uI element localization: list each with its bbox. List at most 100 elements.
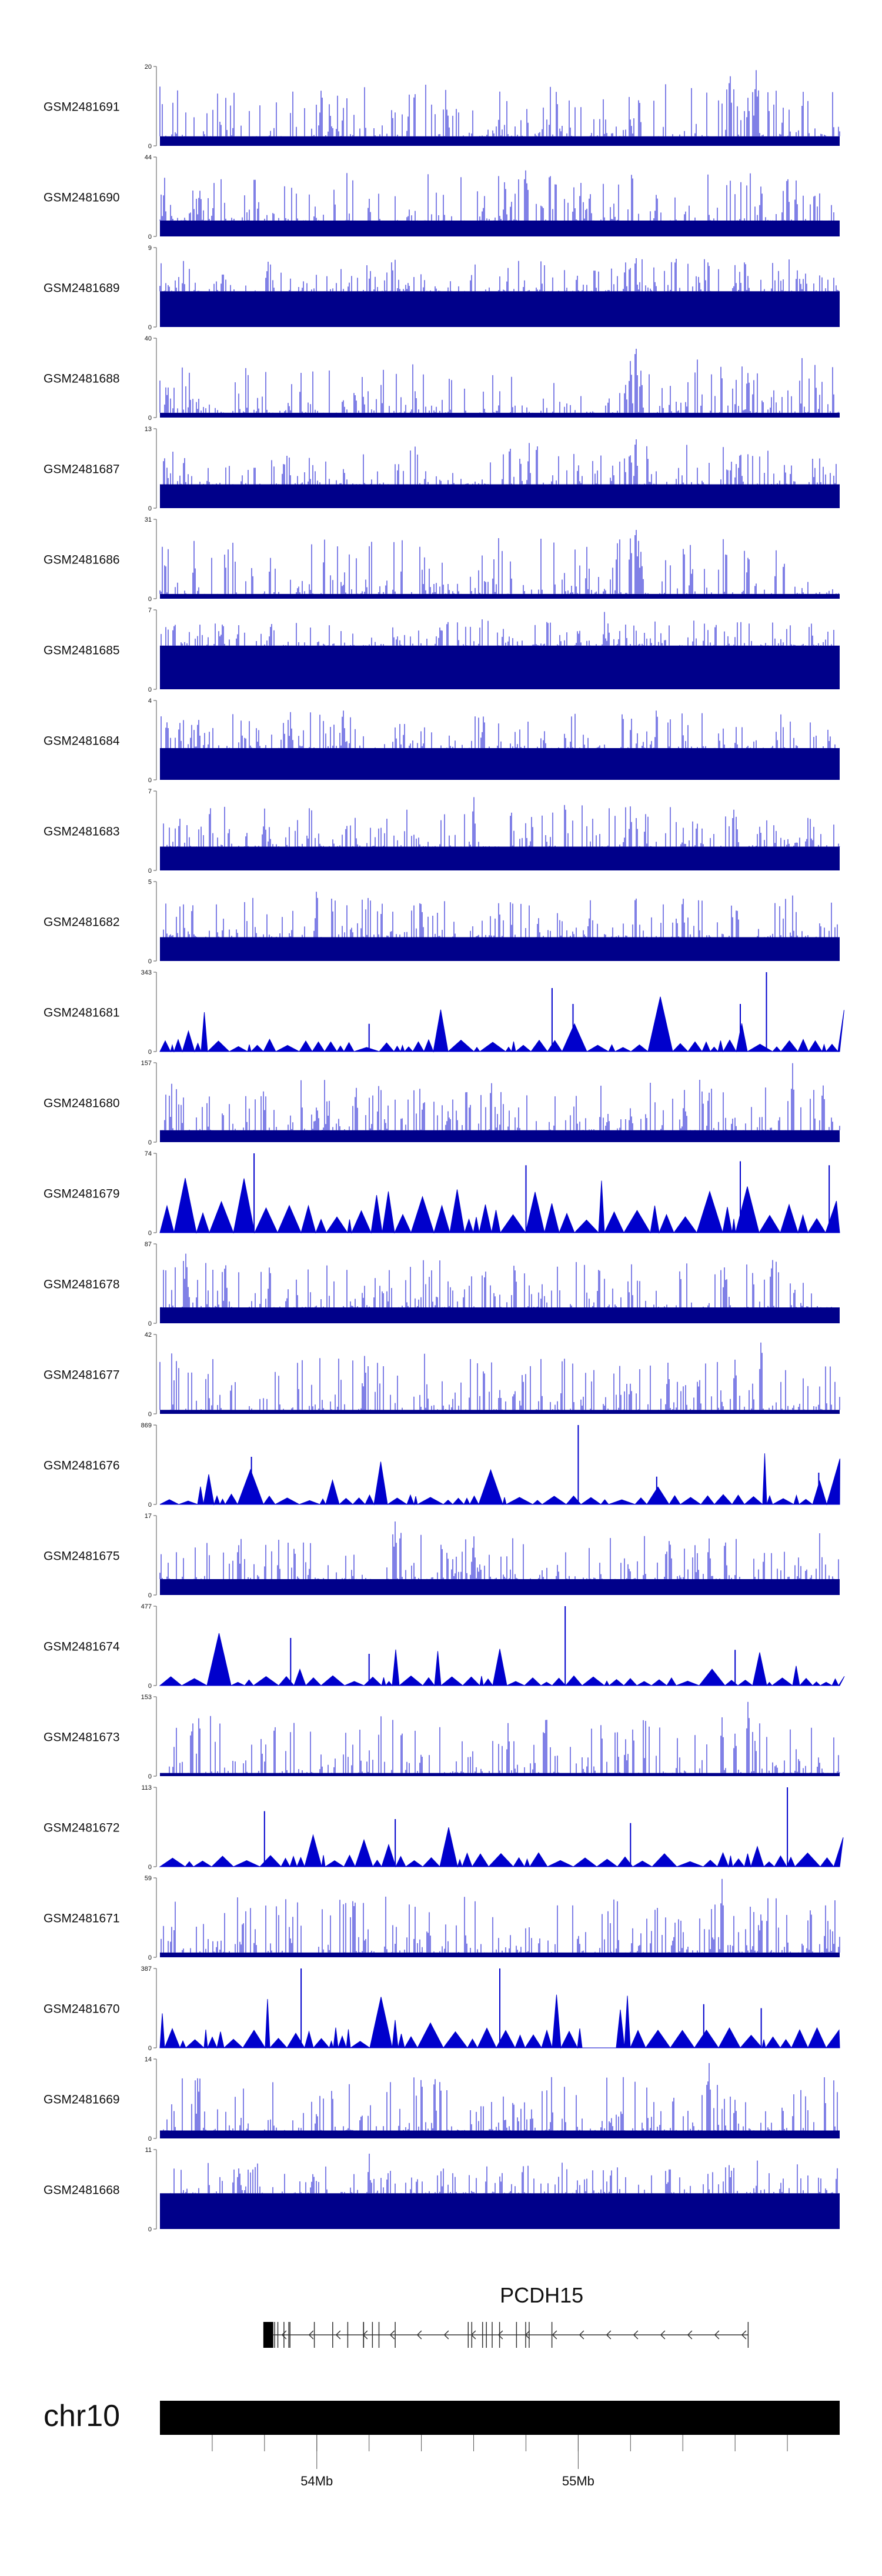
coverage-band bbox=[160, 748, 840, 780]
coverage-band bbox=[160, 291, 840, 327]
track-GSM2481669: GSM2481669 14 0 bbox=[44, 2056, 840, 2143]
track-GSM2481688: GSM2481688 40 0 bbox=[44, 335, 840, 422]
y-tick-label-max: 74 bbox=[145, 1150, 152, 1157]
chromosome-bar bbox=[160, 2401, 840, 2435]
y-tick-label-max: 31 bbox=[145, 516, 152, 523]
track-GSM2481674: GSM2481674 477 0 bbox=[44, 1603, 845, 1690]
peak-lines bbox=[253, 1153, 830, 1233]
coverage-band bbox=[160, 1773, 840, 1776]
coverage-area bbox=[159, 1177, 840, 1234]
y-tick-label-zero: 0 bbox=[148, 415, 152, 422]
track-label: GSM2481685 bbox=[44, 644, 120, 658]
coverage-band bbox=[160, 1579, 840, 1595]
coverage-bars bbox=[161, 1253, 832, 1307]
coverage-band bbox=[160, 221, 840, 236]
track-label: GSM2481691 bbox=[44, 101, 120, 114]
track-GSM2481682: GSM2481682 5 0 bbox=[44, 879, 840, 965]
track-label: GSM2481689 bbox=[44, 282, 120, 295]
y-tick-label-max: 59 bbox=[145, 1875, 152, 1882]
coverage-bars bbox=[159, 530, 839, 594]
track-GSM2481684: GSM2481684 4 0 bbox=[44, 698, 840, 784]
track-label: GSM2481673 bbox=[44, 1731, 120, 1744]
y-tick-label-zero: 0 bbox=[148, 2226, 152, 2233]
y-tick-label-max: 14 bbox=[145, 2056, 152, 2063]
track-label: GSM2481680 bbox=[44, 1097, 120, 1110]
peak-lines bbox=[300, 1968, 762, 2048]
coverage-band bbox=[160, 1130, 840, 1142]
y-tick-label-max: 17 bbox=[145, 1513, 152, 1520]
track-label: GSM2481681 bbox=[44, 1006, 120, 1020]
gene-exon-block bbox=[263, 2322, 273, 2348]
coverage-bars bbox=[161, 1878, 840, 1953]
track-GSM2481686: GSM2481686 31 0 bbox=[44, 516, 840, 603]
track-GSM2481673: GSM2481673 153 0 bbox=[44, 1694, 840, 1780]
coverage-bars bbox=[159, 439, 837, 485]
track-GSM2481691: GSM2481691 20 0 bbox=[44, 64, 840, 150]
gene-track: PCDH15 bbox=[263, 2283, 749, 2348]
coverage-bars bbox=[159, 258, 839, 292]
y-tick-label-zero: 0 bbox=[148, 2135, 152, 2143]
track-label: GSM2481686 bbox=[44, 553, 120, 567]
track-label: GSM2481678 bbox=[44, 1278, 120, 1292]
y-tick-label-max: 20 bbox=[145, 64, 152, 71]
y-tick-label-max: 477 bbox=[141, 1603, 152, 1610]
gene-name: PCDH15 bbox=[500, 2283, 583, 2307]
y-tick-label-max: 7 bbox=[148, 788, 152, 795]
track-GSM2481676: GSM2481676 869 0 bbox=[44, 1422, 840, 1509]
chromosome-label: chr10 bbox=[44, 2399, 120, 2433]
track-label: GSM2481690 bbox=[44, 191, 120, 205]
y-tick-label-zero: 0 bbox=[148, 1773, 152, 1780]
y-tick-label-zero: 0 bbox=[148, 686, 152, 693]
coverage-area bbox=[159, 1633, 845, 1687]
coverage-area bbox=[159, 1827, 844, 1868]
coverage-band bbox=[160, 2130, 840, 2138]
y-tick-label-max: 13 bbox=[145, 426, 152, 433]
y-tick-label-zero: 0 bbox=[148, 596, 152, 603]
track-GSM2481677: GSM2481677 42 0 bbox=[44, 1332, 840, 1418]
coverage-bars bbox=[159, 170, 834, 221]
y-tick-label-zero: 0 bbox=[148, 324, 152, 331]
track-label: GSM2481679 bbox=[44, 1187, 120, 1201]
track-label: GSM2481683 bbox=[44, 825, 120, 839]
coverage-band bbox=[160, 846, 840, 870]
coverage-bars bbox=[159, 1342, 840, 1410]
coverage-band bbox=[160, 1952, 840, 1957]
y-tick-label-max: 869 bbox=[141, 1422, 152, 1429]
y-tick-label-zero: 0 bbox=[148, 1411, 152, 1418]
y-tick-label-max: 40 bbox=[145, 335, 152, 342]
y-tick-label-zero: 0 bbox=[148, 233, 152, 241]
y-tick-label-max: 157 bbox=[141, 1060, 152, 1067]
track-label: GSM2481688 bbox=[44, 372, 120, 386]
coverage-band bbox=[160, 1410, 840, 1414]
track-GSM2481689: GSM2481689 9 0 bbox=[44, 245, 840, 331]
coverage-band bbox=[160, 2193, 840, 2229]
coverage-band bbox=[160, 136, 840, 146]
y-tick-label-max: 44 bbox=[145, 154, 152, 161]
coverage-bars bbox=[159, 1521, 839, 1579]
track-GSM2481670: GSM2481670 387 0 bbox=[44, 1966, 840, 2052]
coverage-bars bbox=[159, 349, 840, 413]
y-tick-label-max: 153 bbox=[141, 1694, 152, 1701]
track-GSM2481690: GSM2481690 44 0 bbox=[44, 154, 840, 241]
coverage-bars bbox=[162, 1063, 840, 1130]
y-tick-label-max: 5 bbox=[148, 879, 152, 886]
y-tick-label-max: 42 bbox=[145, 1332, 152, 1339]
y-tick-label-max: 343 bbox=[141, 969, 152, 976]
peak-lines bbox=[250, 1425, 820, 1504]
coverage-band bbox=[160, 412, 840, 418]
track-GSM2481681: GSM2481681 343 0 bbox=[44, 969, 844, 1056]
track-label: GSM2481674 bbox=[44, 1640, 120, 1654]
coverage-area bbox=[159, 1994, 840, 2049]
track-label: GSM2481676 bbox=[44, 1459, 120, 1473]
track-GSM2481687: GSM2481687 13 0 bbox=[44, 426, 840, 512]
y-tick-label-zero: 0 bbox=[148, 1230, 152, 1237]
y-tick-label-zero: 0 bbox=[148, 958, 152, 965]
y-tick-label-zero: 0 bbox=[148, 2045, 152, 2052]
y-tick-label-zero: 0 bbox=[148, 777, 152, 784]
axis-tick-label: 54Mb bbox=[300, 2474, 333, 2488]
chromosome-axis: chr10 54Mb 55Mb bbox=[44, 2399, 840, 2488]
track-GSM2481668: GSM2481668 11 0 bbox=[44, 2147, 840, 2233]
track-label: GSM2481669 bbox=[44, 2093, 120, 2107]
track-GSM2481678: GSM2481678 87 0 bbox=[44, 1241, 840, 1327]
